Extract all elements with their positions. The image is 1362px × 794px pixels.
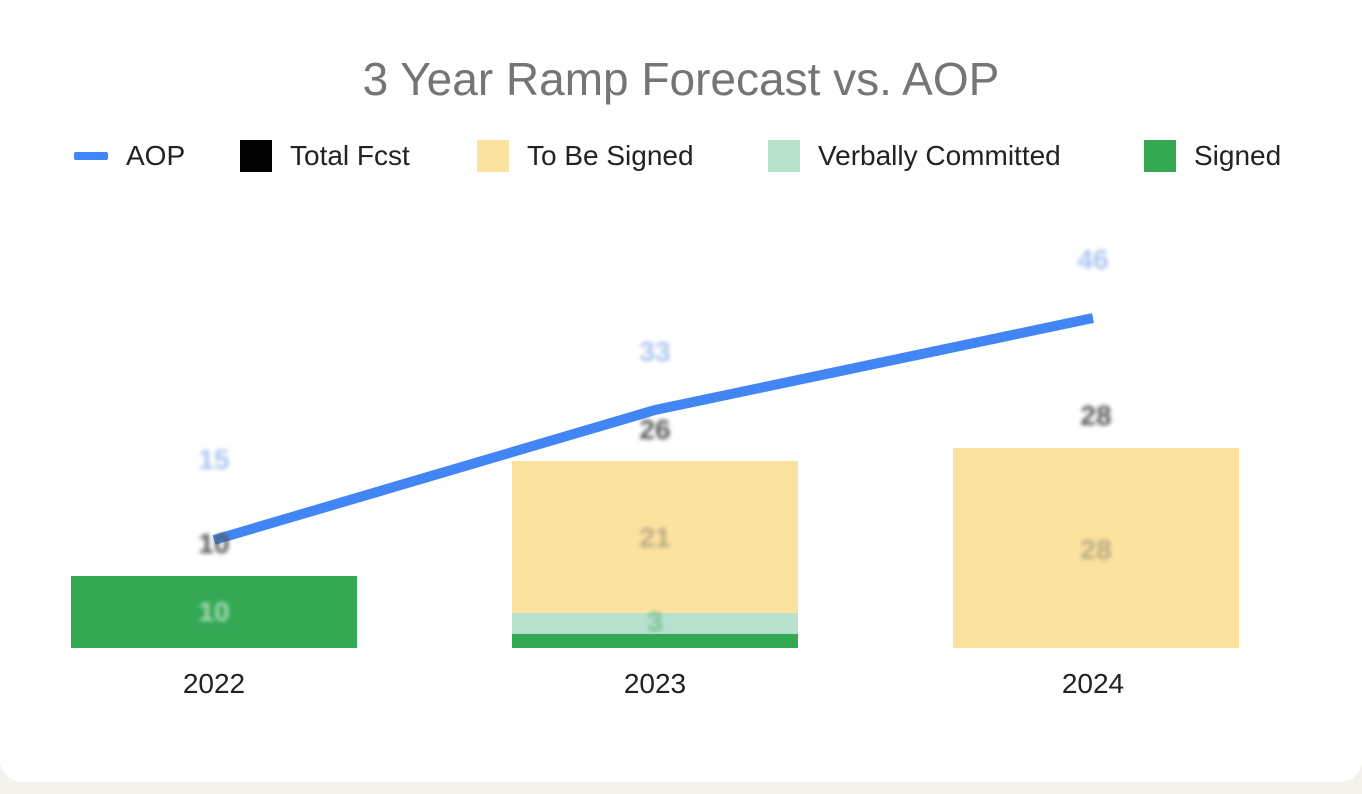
legend-label: Signed <box>1194 140 1282 171</box>
tbs-label-2023: 21 <box>639 522 671 553</box>
legend-item-aop[interactable]: AOP <box>74 134 185 178</box>
square-swatch-icon <box>477 140 509 172</box>
tbs-label-2024: 28 <box>1080 534 1112 565</box>
chart-legend: AOP Total Fcst To Be Signed Verbally Com… <box>0 134 1362 178</box>
x-axis-label: 2022 <box>182 668 246 699</box>
line-swatch-icon <box>74 152 108 160</box>
total-label-2023: 26 <box>639 414 671 445</box>
x-axis-label: 2023 <box>623 668 687 699</box>
bar-2022-signed[interactable] <box>71 576 357 648</box>
aop-line[interactable] <box>212 313 1095 545</box>
legend-item-to-be-signed[interactable]: To Be Signed <box>477 134 694 178</box>
legend-item-total-fcst[interactable]: Total Fcst <box>240 134 410 178</box>
x-axis-label: 2024 <box>1061 668 1125 699</box>
aop-label-2022: 15 <box>198 444 230 475</box>
bar-2023-verbally-committed[interactable] <box>512 613 798 634</box>
legend-label: Total Fcst <box>290 140 410 171</box>
square-swatch-icon <box>768 140 800 172</box>
chart-title: 3 Year Ramp Forecast vs. AOP <box>362 53 1000 105</box>
aop-label-2023: 33 <box>639 336 671 367</box>
aop-label-2024: 46 <box>1077 244 1109 275</box>
bar-2023-signed[interactable] <box>512 634 798 648</box>
legend-label: Verbally Committed <box>818 140 1061 171</box>
total-label-2022: 10 <box>198 528 230 559</box>
bar-2024-to-be-signed[interactable] <box>953 448 1239 648</box>
verbal-label-2023: 3 <box>647 606 663 637</box>
total-label-2024: 28 <box>1080 400 1112 431</box>
legend-label: AOP <box>126 140 186 171</box>
signed-label-2022: 10 <box>198 596 230 627</box>
legend-item-signed[interactable]: Signed <box>1144 134 1281 178</box>
bar-2023-to-be-signed[interactable] <box>512 461 798 613</box>
legend-item-verbally-committed[interactable]: Verbally Committed <box>768 134 1061 178</box>
square-swatch-icon <box>1144 140 1176 172</box>
square-swatch-icon <box>240 140 272 172</box>
legend-label: To Be Signed <box>527 140 694 171</box>
